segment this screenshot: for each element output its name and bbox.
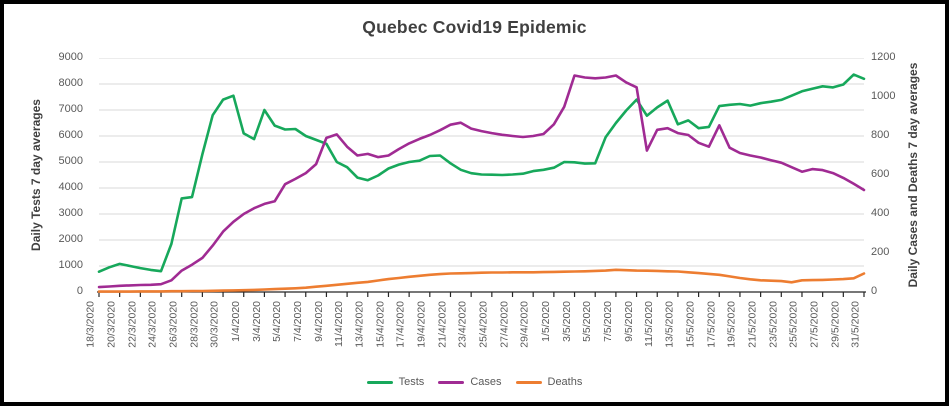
x-axis-tick-label: 19/4/2020: [415, 301, 428, 348]
x-axis-tick-label: 28/3/2020: [188, 301, 201, 348]
series-line-cases: [97, 74, 866, 289]
x-axis-tick-label: 17/4/2020: [395, 301, 408, 348]
left-axis-tick-label: 5000: [58, 155, 83, 167]
legend-item-cases: Cases: [438, 376, 502, 388]
legend-item-tests: Tests: [366, 376, 425, 388]
right-axis-tick-label: 800: [871, 129, 890, 141]
legend-swatch-cases: [438, 380, 465, 384]
x-axis-tick-label: 23/5/2020: [767, 301, 780, 348]
x-axis-tick-label: 3/4/2020: [250, 301, 263, 342]
x-axis-tick-label: 15/5/2020: [684, 301, 697, 348]
legend-label-cases: Cases: [470, 376, 502, 388]
x-axis-tick-label: 27/4/2020: [498, 301, 511, 348]
x-axis-tick-label: 5/5/2020: [581, 301, 594, 342]
x-axis-tick-label: 20/3/2020: [105, 301, 118, 348]
legend-swatch-tests: [366, 380, 393, 384]
left-axis-tick-label: 1000: [58, 259, 83, 271]
x-axis-tick-label: 5/4/2020: [271, 301, 284, 342]
legend-label-tests: Tests: [398, 376, 425, 388]
x-axis-tick-label: 1/5/2020: [539, 301, 552, 342]
x-axis-tick-label: 19/5/2020: [725, 301, 738, 348]
x-axis-tick-label: 23/4/2020: [457, 301, 470, 348]
x-axis-tick-label: 31/5/2020: [850, 301, 862, 348]
x-axis-tick-label: 7/5/2020: [601, 301, 614, 342]
x-axis-tick-label: 15/4/2020: [374, 301, 387, 348]
legend-label-deaths: Deaths: [547, 376, 583, 388]
legend-item-deaths: Deaths: [515, 376, 583, 388]
x-axis-tick-label: 17/5/2020: [705, 301, 718, 348]
x-axis-tick-label: 25/4/2020: [477, 301, 490, 348]
x-axis-tick-label: 30/3/2020: [209, 301, 222, 348]
x-axis-tick-label: 21/5/2020: [746, 301, 759, 348]
x-axis-tick-label: 9/5/2020: [622, 301, 635, 342]
x-axis-tick-label: 11/5/2020: [643, 301, 656, 347]
left-axis-tick-label: 2000: [58, 233, 83, 245]
left-axis-tick-label: 3000: [58, 207, 83, 219]
left-axis-title: Daily Tests 7 day averages: [29, 99, 43, 251]
left-axis-tick-label: 0: [76, 285, 83, 297]
right-axis-tick-label: 1200: [871, 51, 896, 63]
x-axis-tick-label: 9/4/2020: [312, 301, 325, 342]
right-axis-tick-label: 200: [871, 246, 890, 258]
x-axis-tick-label: 21/4/2020: [436, 301, 449, 348]
series-line-deaths: [97, 268, 866, 293]
series-line-tests: [97, 73, 866, 273]
x-axis-tick-label: 29/5/2020: [829, 301, 842, 348]
x-axis-tick-label: 13/4/2020: [353, 301, 366, 348]
x-axis-tick-label: 24/3/2020: [147, 301, 160, 348]
right-axis-tick-label: 0: [871, 285, 878, 297]
plot-area: [97, 58, 866, 297]
x-axis-tick-label: 1/4/2020: [229, 301, 242, 342]
x-axis-tick-label: 7/4/2020: [291, 301, 304, 342]
right-axis-tick-label: 600: [871, 168, 890, 180]
x-axis-tick-label: 26/3/2020: [167, 301, 180, 348]
x-axis-tick-label: 13/5/2020: [663, 301, 676, 348]
chart-title: Quebec Covid19 Epidemic: [362, 17, 587, 37]
left-axis-tick-label: 6000: [58, 129, 83, 141]
right-axis-tick-label: 1000: [871, 90, 896, 102]
right-axis-tick-label: 400: [871, 207, 890, 219]
x-axis-tick-label: 29/4/2020: [519, 301, 532, 348]
left-axis-tick-label: 7000: [58, 103, 83, 115]
left-axis-tick-label: 9000: [58, 51, 83, 63]
chart-legend: Tests Cases Deaths: [4, 376, 945, 388]
x-axis-tick-label: 11/4/2020: [333, 301, 346, 347]
x-axis-tick-label: 27/5/2020: [808, 301, 821, 348]
legend-swatch-deaths: [515, 380, 542, 384]
x-axis-tick-label: 3/5/2020: [560, 301, 573, 342]
x-axis-tick-label: 22/3/2020: [126, 301, 139, 348]
x-axis-tick-label: 25/5/2020: [787, 301, 800, 348]
right-axis-title: Daily Cases and Deaths 7 day averages: [906, 62, 920, 288]
x-axis-tick-label: 18/3/2020: [85, 301, 97, 348]
left-axis-tick-label: 4000: [58, 181, 83, 193]
left-axis-tick-label: 8000: [58, 77, 83, 89]
